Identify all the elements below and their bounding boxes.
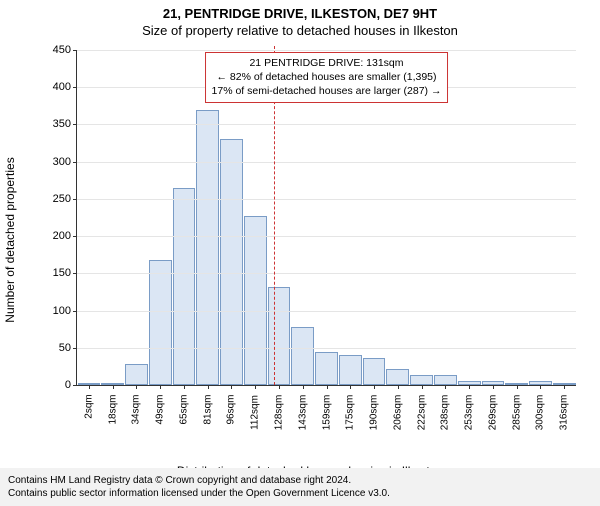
histogram-bar	[434, 375, 457, 385]
x-tick-label: 269sqm	[487, 395, 498, 431]
x-tick-label: 238sqm	[440, 395, 451, 431]
histogram-bar	[125, 364, 148, 385]
histogram-bar	[291, 327, 314, 385]
x-tick-mark	[398, 385, 399, 389]
x-tick-label: 96sqm	[226, 394, 237, 424]
grid-line	[77, 162, 576, 163]
x-tick-mark	[493, 385, 494, 389]
footer-attribution: Contains HM Land Registry data © Crown c…	[0, 468, 600, 506]
x-tick-label: 316sqm	[559, 395, 570, 431]
grid-line	[77, 311, 576, 312]
histogram-bar	[363, 358, 386, 385]
x-tick-mark	[89, 385, 90, 389]
footer-line-1: Contains HM Land Registry data © Crown c…	[8, 474, 592, 487]
histogram-bar	[173, 188, 196, 385]
y-tick-label: 150	[53, 267, 77, 279]
x-tick-mark	[160, 385, 161, 389]
histogram-bar	[149, 260, 172, 385]
y-tick-label: 0	[65, 379, 77, 391]
x-tick-label: 112sqm	[250, 395, 261, 430]
histogram-bar	[315, 352, 338, 385]
x-tick-mark	[255, 385, 256, 389]
grid-line	[77, 124, 576, 125]
histogram: Number of detached properties 2sqm18sqm3…	[40, 50, 580, 430]
x-tick-label: 81sqm	[202, 394, 213, 424]
histogram-bar	[386, 369, 409, 385]
x-tick-mark	[327, 385, 328, 389]
x-tick-label: 2sqm	[83, 394, 94, 418]
x-tick-mark	[303, 385, 304, 389]
x-tick-label: 34sqm	[131, 394, 142, 424]
y-axis-label: Number of detached properties	[3, 157, 17, 322]
callout-line-2: ← 82% of detached houses are smaller (1,…	[212, 70, 442, 84]
x-tick-mark	[564, 385, 565, 389]
x-tick-mark	[208, 385, 209, 389]
x-tick-mark	[113, 385, 114, 389]
grid-line	[77, 273, 576, 274]
y-tick-label: 450	[53, 44, 77, 56]
grid-line	[77, 348, 576, 349]
x-tick-label: 206sqm	[392, 395, 403, 431]
x-tick-label: 190sqm	[369, 395, 380, 431]
x-tick-label: 143sqm	[297, 395, 308, 431]
callout-line-1: 21 PENTRIDGE DRIVE: 131sqm	[212, 56, 442, 70]
x-tick-label: 222sqm	[416, 395, 427, 431]
histogram-bar	[244, 216, 267, 385]
y-tick-label: 300	[53, 156, 77, 168]
x-tick-label: 49sqm	[155, 394, 166, 424]
histogram-bar	[196, 110, 219, 385]
grid-line	[77, 50, 576, 51]
x-tick-label: 300sqm	[535, 395, 546, 431]
x-tick-mark	[422, 385, 423, 389]
x-tick-mark	[231, 385, 232, 389]
x-tick-label: 128sqm	[274, 395, 285, 431]
x-tick-mark	[517, 385, 518, 389]
y-tick-label: 350	[53, 118, 77, 130]
footer-line-2: Contains public sector information licen…	[8, 487, 592, 500]
x-tick-mark	[469, 385, 470, 389]
x-tick-mark	[184, 385, 185, 389]
y-tick-label: 100	[53, 305, 77, 317]
x-tick-label: 285sqm	[511, 395, 522, 431]
x-tick-label: 65sqm	[178, 394, 189, 424]
histogram-bar	[268, 287, 291, 385]
x-tick-label: 253sqm	[464, 395, 475, 431]
histogram-bar	[410, 375, 433, 385]
plot-area: 2sqm18sqm34sqm49sqm65sqm81sqm96sqm112sqm…	[76, 50, 576, 386]
property-callout: 21 PENTRIDGE DRIVE: 131sqm← 82% of detac…	[205, 52, 449, 103]
callout-line-3: 17% of semi-detached houses are larger (…	[212, 84, 442, 98]
page-title: 21, PENTRIDGE DRIVE, ILKESTON, DE7 9HT	[0, 6, 600, 21]
x-tick-mark	[279, 385, 280, 389]
x-tick-mark	[445, 385, 446, 389]
x-tick-mark	[540, 385, 541, 389]
x-tick-label: 159sqm	[321, 395, 332, 431]
page-subtitle: Size of property relative to detached ho…	[0, 23, 600, 38]
x-tick-label: 18sqm	[107, 394, 118, 424]
y-tick-label: 250	[53, 193, 77, 205]
histogram-bar	[339, 355, 362, 385]
x-tick-mark	[350, 385, 351, 389]
grid-line	[77, 199, 576, 200]
x-tick-mark	[136, 385, 137, 389]
y-tick-label: 400	[53, 81, 77, 93]
y-tick-label: 50	[59, 342, 77, 354]
y-tick-label: 200	[53, 230, 77, 242]
grid-line	[77, 236, 576, 237]
x-tick-label: 175sqm	[345, 395, 356, 431]
x-tick-mark	[374, 385, 375, 389]
